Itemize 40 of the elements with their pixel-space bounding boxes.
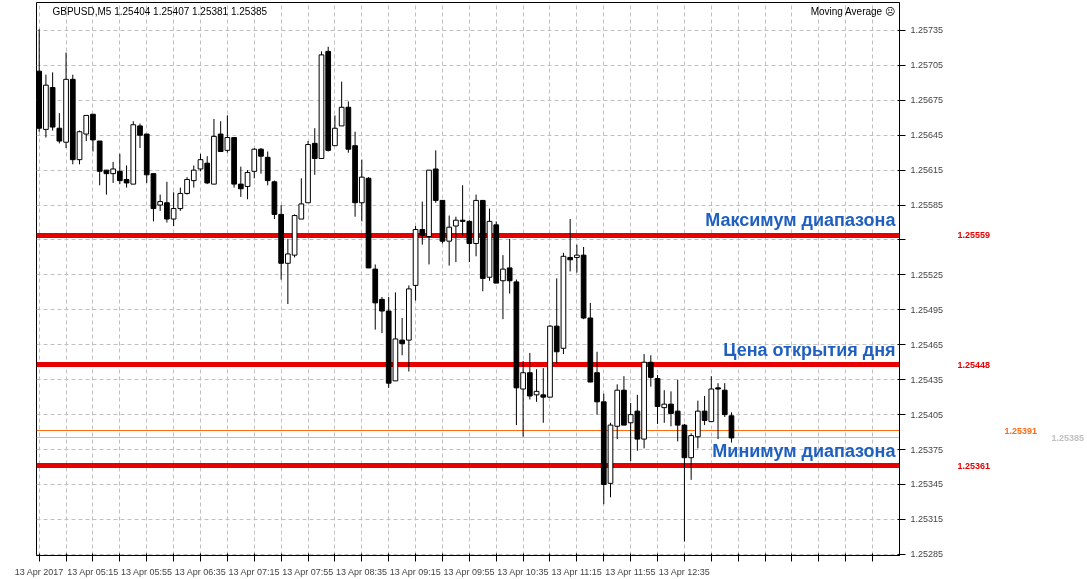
candlestick bbox=[728, 411, 735, 444]
y-tick-label: 1.25735 bbox=[910, 25, 944, 36]
x-tick-label: 13 Apr 12:35 bbox=[658, 566, 710, 577]
ref-line-label: Цена открытия дня bbox=[723, 339, 896, 360]
ref-line-label: Минимум диапазона bbox=[712, 440, 897, 461]
x-tick-label: 13 Apr 09:15 bbox=[389, 566, 441, 577]
text: 1.25361 bbox=[957, 460, 991, 471]
x-tick-label: 13 Apr 07:15 bbox=[228, 566, 280, 577]
y-tick-label: 1.25285 bbox=[910, 549, 944, 560]
x-tick-label: 13 Apr 07:55 bbox=[282, 566, 334, 577]
y-tick-label: 1.25615 bbox=[910, 165, 944, 176]
x-tick-label: 13 Apr 09:55 bbox=[443, 566, 495, 577]
x-tick-label: 13 Apr 05:15 bbox=[67, 566, 119, 577]
y-tick-label: 1.25645 bbox=[910, 130, 944, 141]
y-tick-label: 1.25435 bbox=[910, 374, 944, 385]
y-tick-label: 1.25585 bbox=[910, 200, 944, 211]
x-tick-label: 13 Apr 05:55 bbox=[120, 566, 172, 577]
y-tick-label: 1.25465 bbox=[910, 339, 944, 350]
annotation: Moving Average ☹ bbox=[810, 5, 895, 17]
text: 1.25391 bbox=[1004, 425, 1038, 436]
x-tick-label: 13 Apr 2017 bbox=[14, 566, 64, 577]
y-tick-label: 1.25705 bbox=[910, 60, 944, 71]
text: 1.25448 bbox=[957, 359, 991, 370]
text: 1.25385 bbox=[1051, 432, 1085, 443]
chart-title: GBPUSD,M5 1.25404 1.25407 1.25381 1.25385 bbox=[52, 5, 268, 17]
y-tick-label: 1.25315 bbox=[910, 514, 944, 525]
y-tick-label: 1.25345 bbox=[910, 479, 944, 490]
text: 1.25559 bbox=[957, 230, 991, 241]
x-tick-label: 13 Apr 06:35 bbox=[174, 566, 226, 577]
y-tick-label: 1.25405 bbox=[910, 409, 944, 420]
y-tick-label: 1.25675 bbox=[910, 95, 944, 106]
y-tick-label: 1.25525 bbox=[910, 269, 944, 280]
y-tick-label: 1.25375 bbox=[910, 444, 944, 455]
candlestick bbox=[264, 151, 271, 186]
y-tick-label: 1.25495 bbox=[910, 304, 944, 315]
x-tick-label: 13 Apr 11:55 bbox=[605, 566, 656, 577]
x-tick-label: 13 Apr 08:35 bbox=[336, 566, 388, 577]
ref-line-label: Максимум диапазона bbox=[705, 210, 897, 231]
x-tick-label: 13 Apr 10:35 bbox=[497, 566, 549, 577]
x-tick-label: 13 Apr 11:15 bbox=[551, 566, 602, 577]
